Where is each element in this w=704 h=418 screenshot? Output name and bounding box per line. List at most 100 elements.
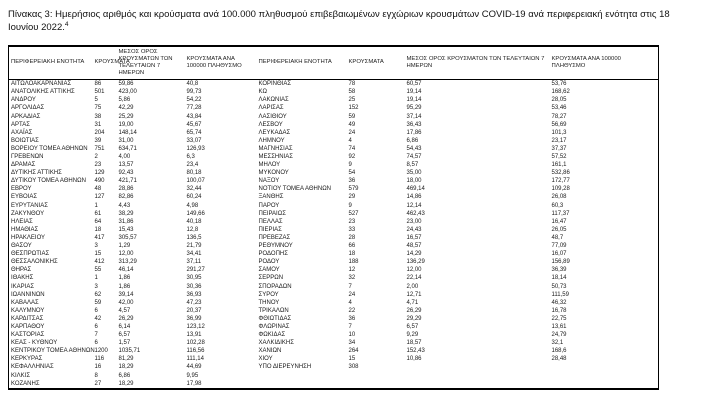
cases-cell: 127 [94,194,105,201]
table-row: ΒΟΡΕΙΟΥ ΤΟΜΕΑ ΑΘΗΝΩΝ 751 634,71 126,93 ΜΑΓΝΗ… [9,145,659,153]
per100k-cell: 37,11 [186,259,202,266]
region-cell: ΔΡΑΜΑΣ [11,162,36,169]
cases-cell: 54 [348,170,356,177]
avg7-cell: 1,57 [118,340,131,347]
region-cell: ΒΟΡΕΙΟΥ ΤΟΜΕΑ ΑΘΗΝΩΝ [11,145,88,152]
per100k-cell [550,380,659,389]
per100k-cell: 32,1 [551,340,564,347]
region-cell: ΣΠΟΡΑΔΩΝ [258,283,292,290]
region-cell: ΡΟΔΟΥ [258,259,280,266]
cases-cell: 751 [94,145,105,152]
avg7-cell: 48,57 [406,243,422,250]
avg7-cell: 14,29 [406,251,422,258]
per100k-cell: 126,93 [186,145,205,152]
region-cell: ΡΕΘΥΜΝΟΥ [258,243,293,250]
avg7-cell: 60,57 [406,81,422,88]
per100k-cell: 116,56 [186,348,205,355]
per100k-cell: 109,28 [551,186,570,193]
avg7-cell: 38,29 [118,210,134,217]
cases-cell: 24 [348,129,356,136]
avg7-cell: 39,14 [118,291,134,298]
table-row: ΖΑΚΥΝΘΟΥ 61 38,29 149,66 ΠΕΙΡΑΙΩΣ 527 462,43 11… [9,210,659,218]
per100k-cell: 136,5 [186,234,202,241]
per100k-cell: 40,8 [186,81,199,88]
region-cell [257,372,347,380]
header-cases-right: ΚΡΟΥΣΜΑΤΑ [346,45,405,81]
avg7-cell: 13,57 [118,162,134,169]
per100k-cell: 77,28 [186,105,202,112]
cases-cell: 62 [94,291,102,298]
per100k-cell: 56,69 [551,121,567,128]
avg7-cell: 82,86 [118,194,134,201]
per100k-cell: 22,75 [551,315,567,322]
per100k-cell: 16,47 [551,218,567,225]
per100k-cell: 13,91 [186,332,202,339]
avg7-cell: 305,57 [118,234,137,241]
per100k-cell: 36,93 [186,291,202,298]
table-row: ΚΙΛΚΙΣ 8 6,86 9,95 [9,372,659,380]
avg7-cell: 2,00 [406,283,419,290]
avg7-cell: 5,86 [118,97,131,104]
cases-cell: 28 [348,234,356,241]
avg7-cell: 6,57 [406,323,419,330]
region-cell: ΧΑΛΚΙΔΙΚΗΣ [258,340,294,347]
region-cell: ΚΑΣΤΟΡΙΑΣ [11,332,45,339]
cases-cell: 34 [348,340,356,347]
region-cell: ΗΛΕΙΑΣ [11,218,33,225]
region-cell: ΠΕΛΛΑΣ [258,218,283,225]
cases-cell: 64 [94,218,102,225]
avg7-cell: 54,43 [406,145,422,152]
per100k-cell: 77,09 [551,243,567,250]
region-cell: ΚΟΖΑΝΗΣ [11,380,40,387]
cases-cell: 58 [348,89,356,96]
cases-cell: 36 [348,315,356,322]
table-row: ΗΜΑΘΙΑΣ 18 15,43 12,8 ΠΙΕΡΙΑΣ 33 24,43 26,05 [9,226,659,234]
cases-cell: 308 [348,364,359,371]
cases-cell: 15 [94,251,102,258]
per100k-cell: 36,39 [551,267,567,274]
table-row: ΕΥΡΥΤΑΝΙΑΣ 1 4,43 4,98 ΠΑΡΟΥ 9 12,14 60,3 [9,202,659,210]
table-row: ΚΑΒΑΛΑΣ 59 42,00 47,23 ΤΗΝΟΥ 4 4,71 46,32 [9,299,659,307]
avg7-cell: 35,00 [406,170,422,177]
per100k-cell: 168,62 [551,89,570,96]
table-row: ΙΚΑΡΙΑΣ 3 1,86 30,36 ΣΠΟΡΑΔΩΝ 7 2,00 50,73 [9,283,659,291]
avg7-cell: 10,86 [406,356,422,363]
footnote-marker: 4 [64,21,69,29]
cases-cell: 48 [94,186,102,193]
region-cell: ΠΡΕΒΕΖΑΣ [258,234,291,241]
region-cell: ΠΑΡΟΥ [258,202,280,209]
per100k-cell: 53,76 [551,81,567,88]
region-cell: ΖΑΚΥΝΘΟΥ [11,210,45,217]
cases-cell: 18 [94,226,102,233]
region-cell: ΔΥΤΙΚΗΣ ΑΤΤΙΚΗΣ [11,170,62,177]
per100k-cell: 32,44 [186,186,202,193]
per100k-cell: 102,28 [186,340,205,347]
per100k-cell: 60,3 [551,202,564,209]
per100k-cell: 16,78 [551,307,567,314]
region-cell: ΕΥΡΥΤΑΝΙΑΣ [11,202,48,209]
per100k-cell: 168,6 [551,348,567,355]
avg7-cell: 1035,71 [118,348,141,355]
per100k-cell: 48,7 [551,234,564,241]
table-row: ΑΡΤΑΣ 31 19,00 45,67 ΛΕΣΒΟΥ 49 36,43 56,69 [9,121,659,129]
region-cell: ΘΕΣΠΡΩΤΙΑΣ [11,251,50,258]
table-row: ΕΥΒΟΙΑΣ 127 82,86 60,24 ΞΑΝΘΗΣ 29 14,86 26,08 [9,193,659,201]
region-cell: ΚΑΡΔΙΤΣΑΣ [11,315,44,322]
cases-cell: 1 [94,275,98,282]
cases-cell: 10 [348,332,356,339]
cases-cell: 129 [94,170,105,177]
per100k-cell: 47,23 [186,299,202,306]
region-cell: ΜΗΛΟΥ [258,162,281,169]
avg7-cell: 18,57 [406,340,422,347]
cases-cell: 31 [94,121,102,128]
per100k-cell: 37,37 [551,145,567,152]
cases-cell: 23 [94,162,102,169]
region-cell: ΛΑΣΙΘΙΟΥ [258,113,287,120]
region-cell: ΛΑΡΙΣΑΣ [258,105,284,112]
cases-cell: 188 [348,259,359,266]
cases-cell: 92 [348,154,356,160]
cases-cell: 18 [348,251,356,258]
avg7-cell: 19,14 [406,97,422,104]
cases-cell: 27 [94,380,102,387]
per100k-cell: 123,12 [186,323,205,330]
